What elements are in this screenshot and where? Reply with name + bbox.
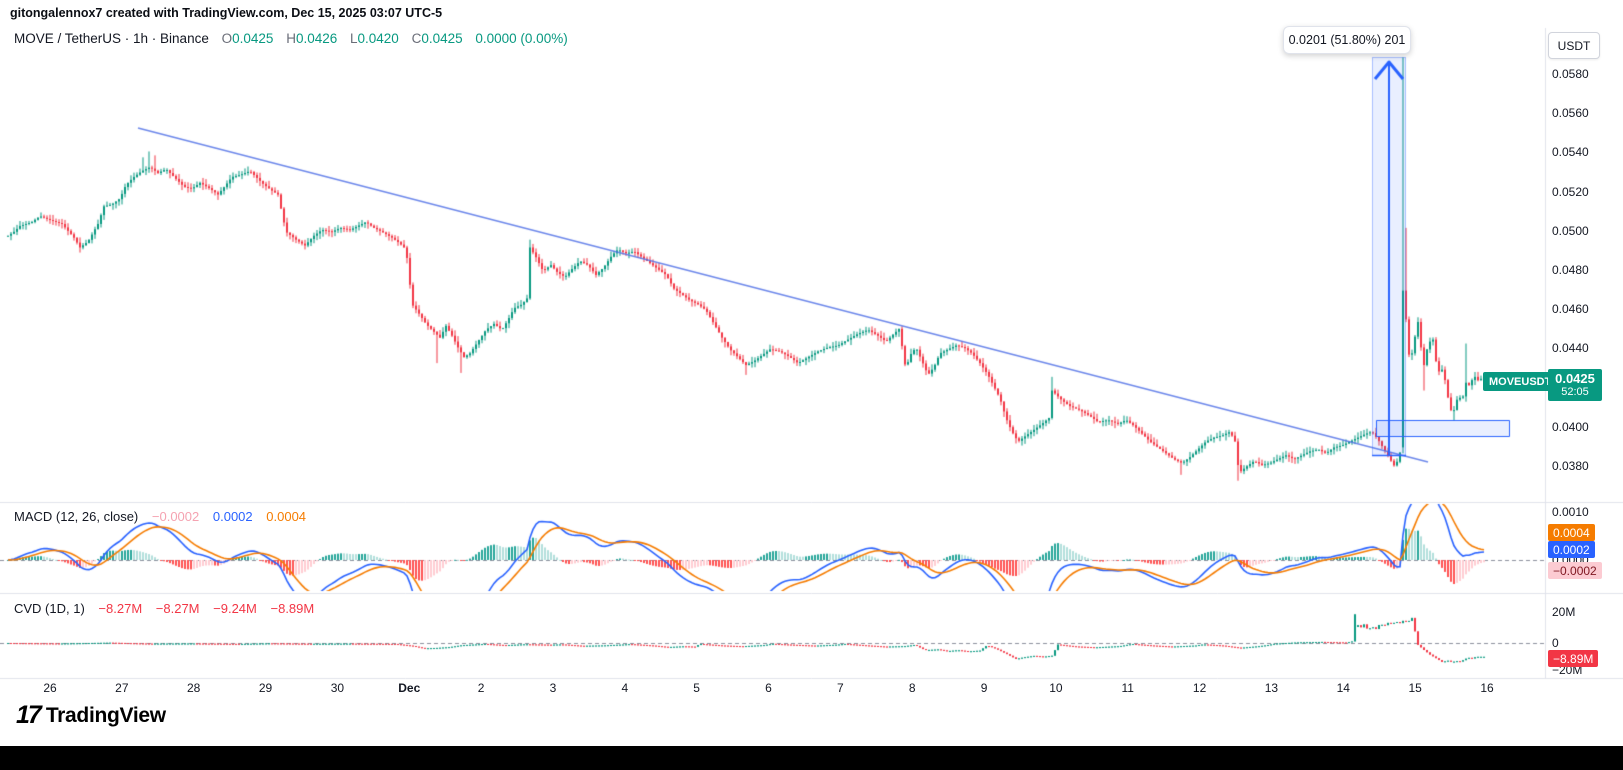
low-value: 0.0420 bbox=[357, 31, 399, 46]
low-label: L bbox=[350, 31, 358, 46]
macd-hist-badge: −0.0002 bbox=[1548, 562, 1602, 579]
last-price-value: 0.0425 bbox=[1555, 371, 1595, 386]
time-tick: 3 bbox=[549, 681, 557, 695]
price-tick: 0.0480 bbox=[1552, 263, 1589, 277]
cvd-close-value: −8.89M bbox=[270, 601, 315, 616]
measure-tool-tooltip: 0.0201 (51.80%) 201 bbox=[1283, 26, 1411, 54]
tradingview-logo-icon: 17 bbox=[16, 701, 42, 729]
open-label: O bbox=[221, 31, 233, 46]
cvd-last-badge: −8.89M bbox=[1548, 650, 1599, 667]
bar-countdown: 52:05 bbox=[1561, 386, 1589, 398]
tradingview-logo-text: TradingView bbox=[45, 703, 166, 727]
time-tick: 28 bbox=[187, 681, 201, 695]
attribution-text: gitongalennox7 created with TradingView.… bbox=[10, 6, 443, 20]
currency-toggle-button[interactable]: USDT bbox=[1548, 32, 1600, 59]
time-tick: 13 bbox=[1264, 681, 1279, 695]
time-tick: Dec bbox=[398, 681, 421, 695]
price-tick: 0.0440 bbox=[1552, 341, 1589, 356]
cvd-low-value: −9.24M bbox=[213, 601, 257, 616]
symbol-price-tag: MOVEUSDT bbox=[1483, 372, 1558, 391]
macd-title[interactable]: MACD (12, 26, close) bbox=[14, 509, 139, 524]
macd-legend[interactable]: MACD (12, 26, close) −0.0002 0.0002 0.00… bbox=[14, 509, 306, 524]
cvd-high-value: −8.27M bbox=[155, 601, 200, 616]
time-tick: 6 bbox=[765, 681, 772, 695]
price-tick: 0.0400 bbox=[1552, 419, 1589, 434]
cvd-title[interactable]: CVD (1D, 1) bbox=[14, 601, 85, 616]
change-value: 0.0000 (0.00%) bbox=[475, 31, 568, 46]
time-tick: 5 bbox=[693, 681, 700, 695]
cvd-axis-zero-label: 0 bbox=[1552, 636, 1559, 650]
last-price-badge: 0.0425 52:05 bbox=[1548, 369, 1602, 401]
time-tick: 15 bbox=[1408, 681, 1422, 695]
price-tick: 0.0460 bbox=[1552, 302, 1589, 317]
cvd-legend[interactable]: CVD (1D, 1) −8.27M −8.27M −9.24M −8.89M bbox=[14, 601, 314, 616]
time-tick: 29 bbox=[258, 681, 273, 695]
time-tick: 11 bbox=[1121, 681, 1134, 695]
time-tick: 8 bbox=[908, 681, 916, 695]
price-tick: 0.0580 bbox=[1552, 67, 1589, 81]
cvd-axis-top-label: 20M bbox=[1552, 605, 1576, 619]
time-tick: 27 bbox=[115, 681, 129, 695]
macd-signal-badge: 0.0004 bbox=[1548, 524, 1595, 541]
macd-line-value: 0.0002 bbox=[212, 509, 253, 524]
macd-hist-value: −0.0002 bbox=[151, 509, 200, 524]
time-tick: 10 bbox=[1049, 681, 1063, 695]
price-tick: 0.0380 bbox=[1552, 459, 1589, 473]
macd-signal-value: 0.0004 bbox=[266, 509, 307, 524]
time-tick: 12 bbox=[1192, 681, 1207, 695]
macd-line-badge: 0.0002 bbox=[1548, 541, 1595, 558]
price-tick: 0.0520 bbox=[1552, 184, 1589, 199]
tradingview-logo[interactable]: 17 TradingView bbox=[16, 701, 166, 730]
symbol-legend[interactable]: MOVE / TetherUS · 1h · Binance O0.0425 H… bbox=[14, 31, 568, 46]
close-value: 0.0425 bbox=[421, 31, 463, 46]
price-tick: 0.0500 bbox=[1552, 223, 1589, 238]
time-tick: 14 bbox=[1336, 681, 1350, 695]
close-label: C bbox=[411, 31, 422, 46]
high-value: 0.0426 bbox=[295, 31, 338, 46]
time-tick: 2 bbox=[477, 681, 485, 695]
cvd-open-value: −8.27M bbox=[98, 601, 143, 616]
macd-axis-top-label: 0.0010 bbox=[1552, 505, 1589, 519]
time-tick: 26 bbox=[43, 681, 57, 695]
price-tick: 0.0560 bbox=[1552, 106, 1589, 121]
time-tick: 30 bbox=[330, 681, 345, 695]
open-value: 0.0425 bbox=[232, 31, 274, 46]
time-tick: 7 bbox=[837, 681, 844, 695]
high-label: H bbox=[286, 31, 296, 46]
time-tick: 9 bbox=[980, 681, 988, 695]
bottom-black-bar bbox=[0, 746, 1623, 770]
time-tick: 4 bbox=[621, 681, 629, 695]
time-tick: 16 bbox=[1480, 681, 1494, 695]
price-tick: 0.0540 bbox=[1552, 145, 1589, 160]
symbol-title[interactable]: MOVE / TetherUS · 1h · Binance bbox=[14, 31, 209, 46]
